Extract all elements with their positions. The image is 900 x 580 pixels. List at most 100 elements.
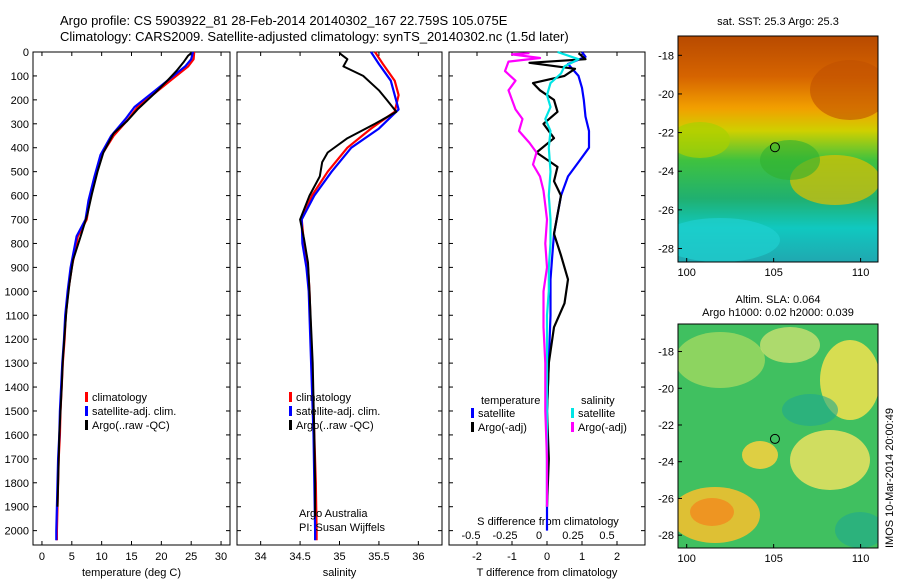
y-tick-label: 700 [11,215,29,227]
legend-entry: satellite-adj. clim. [296,406,380,418]
map-y-tick-label: -26 [658,205,674,217]
y-tick-label: 1500 [5,406,29,418]
annotation-text: Argo Australia [299,508,368,520]
x-tick-label: 1 [579,551,585,563]
series-line [299,52,398,517]
y-tick-label: 1000 [5,286,29,298]
x-tick-label: 34 [255,551,267,563]
x2-tick-label: -0.5 [462,530,481,542]
x-tick-label: 5 [69,551,75,563]
legend-entry: Argo(-adj) [578,422,627,434]
x2-tick-label: 0.5 [599,530,614,542]
y-tick-label: 900 [11,262,29,274]
y-tick-label: 0 [23,47,29,59]
series-line [55,51,195,541]
map-y-tick-label: -28 [658,243,674,255]
x-tick-label: 20 [155,551,167,563]
map-y-tick-label: -24 [658,457,674,469]
x2-tick-label: -0.25 [492,530,517,542]
x-tick-label: 25 [185,551,197,563]
y-tick-label: 1900 [5,502,29,514]
map-x-tick-label: 100 [678,267,696,279]
annotation-text: PI: Susan Wijffels [299,522,385,534]
x-tick-label: 15 [125,551,137,563]
legend-swatch [571,408,574,418]
y-tick-label: 1300 [5,358,29,370]
y-tick-label: 1800 [5,478,29,490]
temperature-panel: 0100200300400500600700800900100011001200… [5,47,231,579]
legend-swatch [85,406,88,416]
map-y-tick-label: -18 [658,347,674,359]
x-tick-label: 10 [96,551,108,563]
x-axis-label: salinity [323,567,357,579]
difference-panel: -2 -1 0 1 2 T difference from climatology -0.5… [448,50,646,579]
x-tick-label: -1 [507,551,517,563]
y-tick-label: 400 [11,143,29,155]
y-tick-label: 800 [11,238,29,250]
x-tick-label: 36 [412,551,424,563]
legend-entry: Argo(..raw -QC) [92,420,170,432]
map-y-tick-label: -26 [658,493,674,505]
map-x-tick-label: 105 [764,553,782,565]
map-x-tick-label: 110 [852,553,870,565]
legend-swatch [471,408,474,418]
y-tick-label: 1400 [5,382,29,394]
legend-swatch [571,422,574,432]
legend-entry: satellite [478,408,515,420]
map-y-tick-label: -24 [658,166,674,178]
series-line [545,51,591,531]
series-line [528,52,587,507]
y-tick-label: 1100 [5,310,29,322]
imos-timestamp: IMOS 10-Mar-2014 20:00:49 [884,407,896,548]
x-axis-label: T difference from climatology [477,567,618,579]
sla-map: Altim. SLA: 0.064 Argo h1000: 0.02 h2000… [658,294,879,565]
y-tick-label: 1700 [5,454,29,466]
legend-swatch [85,392,88,402]
y-tick-label: 2000 [5,526,29,538]
y-tick-label: 200 [11,95,29,107]
figure-title-line1: Argo profile: CS 5903922_81 28-Feb-2014 … [60,13,508,28]
sst-map-title: sat. SST: 25.3 Argo: 25.3 [717,16,839,28]
plot-frame [32,51,231,546]
x-tick-label: 0 [39,551,45,563]
series-line [503,52,549,507]
map-y-tick-label: -22 [658,420,674,432]
series-line [300,51,400,541]
profile-location-marker [769,142,780,153]
x-tick-label: 34.5 [289,551,310,563]
plot-frame [236,51,443,546]
legend-header: temperature [481,395,540,407]
legend-entry: Argo(..raw -QC) [296,420,374,432]
legend-entry: climatology [92,392,148,404]
sla-map-title: Altim. SLA: 0.064 [736,294,821,306]
map-y-tick-label: -18 [658,50,674,62]
legend-swatch [289,392,292,402]
figure-title-line2: Climatology: CARS2009. Satellite-adjuste… [60,29,569,44]
sla-field [678,324,878,548]
map-x-tick-label: 110 [852,267,870,279]
map-x-tick-label: 105 [764,267,782,279]
legend-header: salinity [581,395,615,407]
legend-entry: satellite [578,408,615,420]
y-tick-label: 300 [11,119,29,131]
x-tick-label: 35 [333,551,345,563]
legend-swatch [289,406,292,416]
series-line [56,52,192,507]
y-tick-label: 600 [11,191,29,203]
map-x-tick-label: 100 [678,553,696,565]
series-line [55,51,196,541]
x-tick-label: 2 [614,551,620,563]
x-axis-label: temperature (deg C) [82,567,181,579]
profile-location-marker [769,433,780,444]
sla-map-subtitle: Argo h1000: 0.02 h2000: 0.039 [702,307,854,319]
legend-entry: satellite-adj. clim. [92,406,176,418]
legend-swatch [85,420,88,430]
map-y-tick-label: -22 [658,128,674,140]
x2-tick-label: 0 [536,530,542,542]
sst-map: sat. SST: 25.3 Argo: 25.3 100 105 110 -18 -2… [658,16,879,279]
x-tick-label: -2 [472,551,482,563]
y-tick-label: 1200 [5,334,29,346]
y-tick-label: 1600 [5,430,29,442]
map-y-tick-label: -20 [658,89,674,101]
